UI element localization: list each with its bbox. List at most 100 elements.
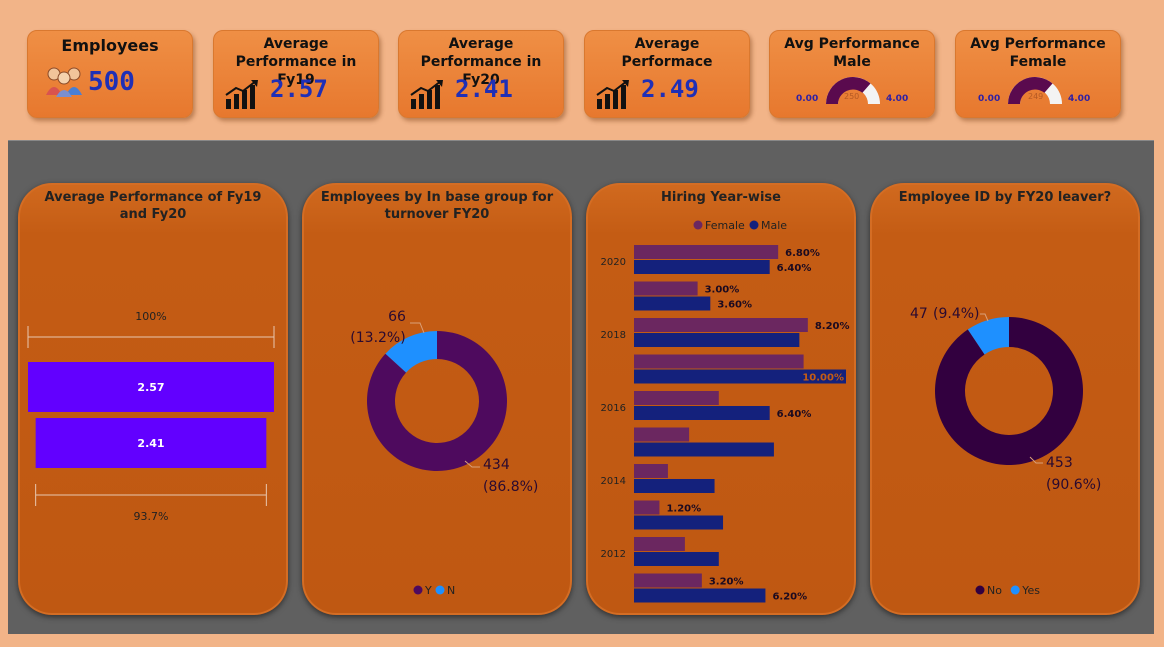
legend-label-n: N xyxy=(447,584,455,597)
donut-slice-y xyxy=(367,331,507,471)
leader-line-no xyxy=(1029,456,1043,464)
bar-male-2020 xyxy=(634,260,770,274)
donut-label-no: 453 xyxy=(1046,455,1073,471)
bar-label-male-2016: 6.40% xyxy=(777,409,812,420)
bar-female-2017 xyxy=(634,354,804,369)
tick-label-2016: 2016 xyxy=(601,403,626,414)
kpi-fy19[interactable]: Average Performance in Fy19 2.57 xyxy=(213,30,379,118)
kpi-avg-title: Average Performace xyxy=(621,36,713,70)
bar-male-2018 xyxy=(634,333,800,347)
legend-dot-female xyxy=(693,220,703,230)
kpi-fy20-title: Average Performance in Fy20 xyxy=(420,36,542,88)
growth-chart-icon xyxy=(595,79,631,113)
kpi-fy20-value: 2.41 xyxy=(455,75,513,103)
bar-label-male-2017: 10.00% xyxy=(802,373,844,384)
kpi-avg[interactable]: Average Performace 2.49 xyxy=(584,30,750,118)
donut-slice-yes xyxy=(967,317,1009,355)
legend-label-y: Y xyxy=(424,584,432,597)
panel-hiring-year: Hiring Year-wise Female Male 6.80% 6.40% 202… xyxy=(586,183,856,615)
tick-label-2018: 2018 xyxy=(601,330,626,341)
bar-label-male-2011: 6.20% xyxy=(772,592,807,603)
kpi-male[interactable]: Avg Performance Male 250 0.00 4.00 xyxy=(769,30,935,118)
donut-slice-n xyxy=(385,331,437,373)
kpi-fy19-value: 2.57 xyxy=(270,75,328,103)
bar-label-female-2011: 3.20% xyxy=(709,577,744,588)
bar-female-2012 xyxy=(634,537,685,551)
bar-female-2015 xyxy=(634,427,690,442)
legend-dot-y xyxy=(413,585,423,595)
bar-label-male-2020: 6.40% xyxy=(777,263,812,274)
donut-label-yes: 47 xyxy=(910,306,928,322)
legend-label-female: Female xyxy=(705,219,745,232)
bar-label-female-2013: 1.20% xyxy=(666,504,701,515)
donut-pct-y: (86.8%) xyxy=(483,479,538,495)
kpi-female[interactable]: Avg Performance Female 249 0.00 4.00 xyxy=(955,30,1121,118)
panel-turnover-group-title: Employees by In base group for turnover … xyxy=(320,190,554,222)
legend-dot-yes xyxy=(1010,585,1020,595)
donut-pct-no: (90.6%) xyxy=(1046,477,1101,493)
bar-label-female-2019: 3.00% xyxy=(705,285,740,296)
panel-turnover-group: Employees by In base group for turnover … xyxy=(302,183,572,615)
panel-leaver-title: Employee ID by FY20 leaver? xyxy=(898,190,1112,205)
tick-label-2012: 2012 xyxy=(601,549,626,560)
kpi-employees[interactable]: Employees 500 xyxy=(27,30,193,118)
tick-label-2020: 2020 xyxy=(601,257,626,268)
donut-pct-yes: (9.4%) xyxy=(933,306,980,322)
bar-label-fy20: 2.41 xyxy=(137,437,164,450)
people-icon xyxy=(44,65,84,101)
bar-female-2016 xyxy=(634,391,719,405)
leaver-donut-chart: No Yes 47 (9.4%) 453 (90.6%) xyxy=(910,306,1101,597)
bar-male-2016 xyxy=(634,406,770,420)
bar-female-2014 xyxy=(634,464,668,478)
leader-line-yes xyxy=(980,313,989,322)
bar-fy20 xyxy=(35,418,267,468)
female-gauge-target: 249 xyxy=(1028,92,1044,101)
male-gauge-fill xyxy=(826,77,871,104)
male-gauge-min: 0.00 xyxy=(796,94,819,104)
male-gauge-target: 250 xyxy=(844,92,860,101)
male-gauge xyxy=(826,77,880,104)
legend-label-yes: Yes xyxy=(1021,584,1040,597)
kpi-male-title: Avg Performance Male xyxy=(784,36,920,70)
leader-line-y xyxy=(464,460,480,468)
female-gauge-fill xyxy=(1008,77,1053,104)
kpi-fy20[interactable]: Average Performance in Fy20 2.41 xyxy=(398,30,564,118)
bar-label-female-2020: 6.80% xyxy=(785,248,820,259)
bar-label-fy19: 2.57 xyxy=(137,381,164,394)
bar-male-2014 xyxy=(634,479,715,493)
bar-female-2018 xyxy=(634,318,808,332)
panel-hiring-year-title: Hiring Year-wise xyxy=(661,190,781,205)
growth-chart-icon xyxy=(409,79,445,113)
bar-male-2013 xyxy=(634,515,724,530)
female-gauge xyxy=(1008,77,1062,104)
turnover-donut-chart: Y N 66 (13.2%) 434 (86.8%) xyxy=(350,309,538,597)
kpi-employees-value: 500 xyxy=(88,67,135,97)
ratio-label-top: 100% xyxy=(135,310,166,323)
female-gauge-min: 0.00 xyxy=(978,94,1001,104)
donut-label-y: 434 xyxy=(483,457,510,473)
bar-female-2019 xyxy=(634,281,698,296)
donut-pct-n: (13.2%) xyxy=(350,330,405,346)
bar-male-2019 xyxy=(634,296,711,311)
growth-chart-icon xyxy=(224,79,260,113)
bar-female-2013 xyxy=(634,500,660,515)
legend-label-no: No xyxy=(987,584,1002,597)
kpi-female-title: Avg Performance Female xyxy=(970,36,1106,70)
legend-dot-n xyxy=(435,585,445,595)
bar-male-2011 xyxy=(634,588,766,603)
kpi-avg-value: 2.49 xyxy=(641,75,699,103)
kpi-employees-title: Employees xyxy=(61,36,159,55)
bar-male-2015 xyxy=(634,442,774,457)
tick-label-2014: 2014 xyxy=(601,476,626,487)
bar-male-2012 xyxy=(634,552,719,566)
panel-leaver: Employee ID by FY20 leaver? No Yes 47 (9.4%… xyxy=(870,183,1140,615)
bar-male-2017 xyxy=(634,369,846,384)
donut-label-n: 66 xyxy=(388,309,406,325)
legend-dot-male xyxy=(749,220,759,230)
bar-female-2011 xyxy=(634,573,702,588)
female-gauge-max: 4.00 xyxy=(1068,94,1091,104)
male-gauge-max: 4.00 xyxy=(886,94,909,104)
ratio-label-bottom: 93.7% xyxy=(134,510,169,523)
bar-fy19 xyxy=(28,362,274,412)
donut-slice-no xyxy=(935,317,1083,465)
